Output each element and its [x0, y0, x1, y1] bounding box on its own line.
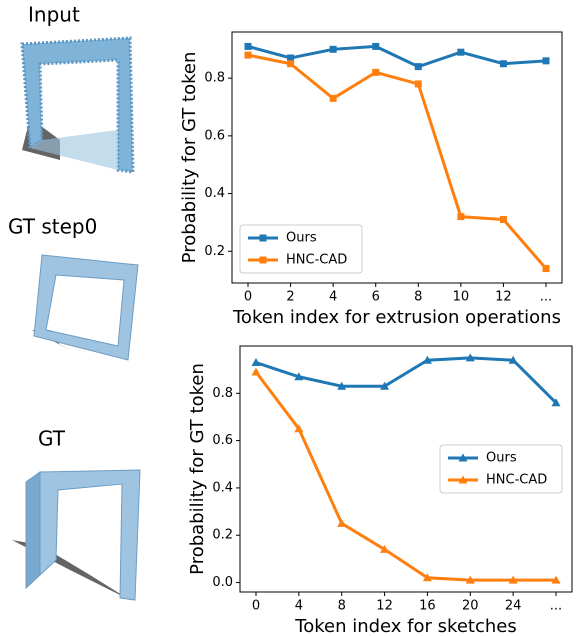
x-tick-label: 4 [295, 599, 303, 614]
y-tick-label: 0.2 [204, 244, 225, 259]
series-line [256, 358, 556, 403]
y-tick-label: 0.4 [204, 186, 225, 201]
marker [287, 60, 294, 67]
legend-marker [260, 235, 267, 242]
marker [415, 80, 422, 87]
legend-label: HNC-CAD [286, 253, 347, 268]
x-tick-label: 8 [414, 290, 422, 305]
marker [245, 43, 252, 50]
x-tick-label: ... [540, 290, 552, 305]
marker [457, 49, 464, 56]
x-axis-label: Token index for sketches [294, 616, 516, 636]
panel-label: GT [38, 427, 66, 451]
y-axis-label: Probability for GT token [179, 52, 200, 264]
marker [543, 265, 550, 272]
marker [500, 216, 507, 223]
x-tick-label: 0 [244, 290, 252, 305]
legend-label: Ours [286, 231, 317, 246]
x-tick-label: 8 [338, 599, 346, 614]
x-tick-label: 12 [376, 599, 393, 614]
marker [337, 519, 346, 527]
panel-label: GT step0 [8, 215, 97, 239]
marker [415, 63, 422, 70]
marker [372, 43, 379, 50]
figure: InputGT step0GT0.20.40.60.8024681012...T… [0, 0, 584, 636]
marker [457, 213, 464, 220]
legend-label: HNC-CAD [486, 473, 547, 488]
marker [330, 95, 337, 102]
x-tick-label: 6 [372, 290, 380, 305]
y-axis-label: Probability for GT token [187, 363, 208, 575]
thumbnails [12, 38, 140, 600]
y-tick-label: 0.6 [204, 128, 225, 143]
x-tick-label: 4 [329, 290, 337, 305]
y-tick-label: 0.2 [212, 528, 233, 543]
y-tick-label: 0.0 [212, 575, 233, 590]
x-tick-label: 20 [462, 599, 479, 614]
legend-marker [260, 257, 267, 264]
marker [252, 368, 261, 376]
marker [330, 46, 337, 53]
y-tick-label: 0.8 [204, 71, 225, 86]
x-tick-label: 24 [505, 599, 522, 614]
panel-label: Input [28, 3, 80, 27]
marker [372, 69, 379, 76]
x-tick-label: 0 [252, 599, 260, 614]
legend-label: Ours [486, 451, 517, 466]
x-tick-label: 12 [495, 290, 512, 305]
x-tick-label: 2 [286, 290, 294, 305]
x-tick-label: 10 [453, 290, 470, 305]
x-axis-label: Token index for extrusion operations [232, 307, 561, 328]
marker [245, 52, 252, 59]
x-tick-label: 16 [419, 599, 436, 614]
y-tick-label: 0.6 [212, 433, 233, 448]
marker [500, 60, 507, 67]
marker [543, 57, 550, 64]
y-tick-label: 0.8 [212, 386, 233, 401]
x-tick-label: ... [550, 599, 562, 614]
y-tick-label: 0.4 [212, 480, 233, 495]
